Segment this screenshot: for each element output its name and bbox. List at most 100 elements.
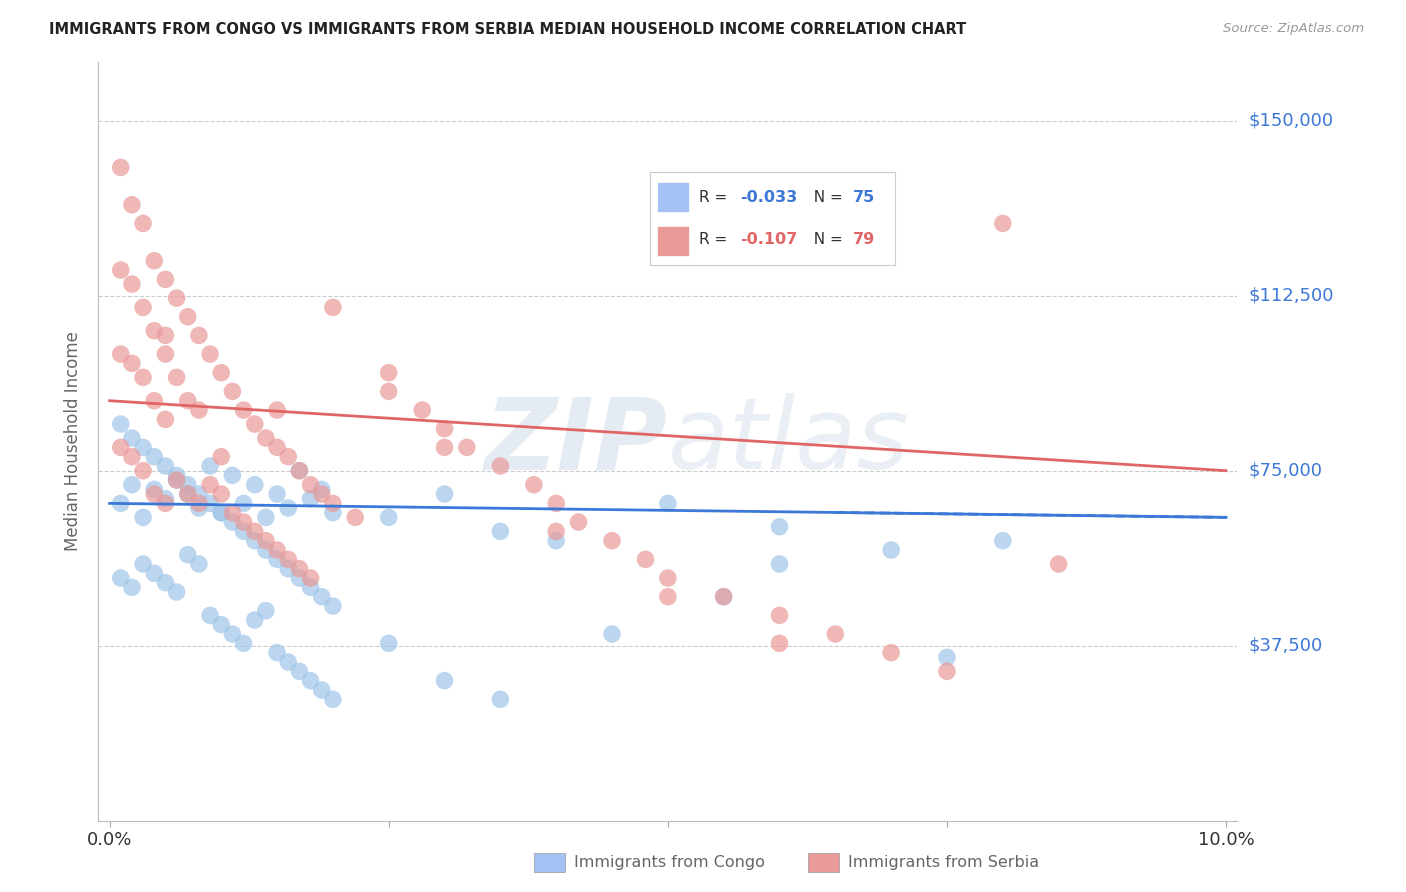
Point bbox=[132, 441, 155, 455]
Text: ZIP: ZIP bbox=[485, 393, 668, 490]
Point bbox=[187, 501, 209, 516]
Text: -0.107: -0.107 bbox=[741, 233, 797, 247]
Point bbox=[377, 636, 399, 650]
Point bbox=[311, 483, 333, 497]
Text: 75: 75 bbox=[853, 190, 876, 205]
Point bbox=[110, 347, 132, 361]
Point bbox=[311, 683, 333, 698]
FancyBboxPatch shape bbox=[657, 226, 689, 256]
Point bbox=[936, 650, 959, 665]
Point bbox=[489, 692, 512, 706]
Point bbox=[232, 403, 254, 417]
Point bbox=[713, 590, 735, 604]
Point bbox=[177, 393, 200, 408]
Point bbox=[177, 548, 200, 562]
Point bbox=[288, 562, 311, 576]
Point bbox=[254, 604, 277, 618]
Point bbox=[209, 506, 232, 520]
Point bbox=[288, 464, 311, 478]
Point bbox=[177, 477, 200, 491]
Text: $37,500: $37,500 bbox=[1249, 637, 1323, 655]
Y-axis label: Median Household Income: Median Household Income bbox=[65, 332, 83, 551]
Point bbox=[377, 510, 399, 524]
Point bbox=[433, 441, 456, 455]
Point bbox=[198, 458, 221, 473]
Point bbox=[311, 590, 333, 604]
Point bbox=[121, 198, 143, 212]
Point bbox=[143, 393, 166, 408]
Point bbox=[411, 403, 433, 417]
Point bbox=[254, 533, 277, 548]
Point bbox=[110, 441, 132, 455]
Point bbox=[243, 477, 266, 491]
Point bbox=[155, 491, 177, 506]
Point bbox=[209, 506, 232, 520]
Point bbox=[198, 477, 221, 491]
Point bbox=[377, 366, 399, 380]
Point bbox=[299, 673, 322, 688]
Point bbox=[187, 403, 209, 417]
Point bbox=[110, 161, 132, 175]
Point bbox=[243, 533, 266, 548]
Point bbox=[166, 473, 188, 487]
Text: atlas: atlas bbox=[668, 393, 910, 490]
Point bbox=[132, 510, 155, 524]
Point bbox=[768, 519, 790, 533]
Point bbox=[299, 580, 322, 594]
Point bbox=[322, 301, 344, 315]
Point bbox=[713, 590, 735, 604]
Point bbox=[121, 450, 143, 464]
Point bbox=[243, 524, 266, 539]
Point bbox=[254, 510, 277, 524]
Point bbox=[221, 384, 243, 399]
Text: R =: R = bbox=[699, 233, 733, 247]
Point bbox=[600, 627, 623, 641]
FancyBboxPatch shape bbox=[657, 183, 689, 212]
Point bbox=[198, 496, 221, 510]
Point bbox=[232, 636, 254, 650]
Point bbox=[187, 496, 209, 510]
Point bbox=[132, 301, 155, 315]
Point bbox=[880, 646, 903, 660]
Point bbox=[121, 356, 143, 370]
Point bbox=[657, 590, 679, 604]
Text: 79: 79 bbox=[853, 233, 876, 247]
Point bbox=[143, 487, 166, 501]
Point bbox=[121, 477, 143, 491]
Point bbox=[143, 483, 166, 497]
Point bbox=[232, 515, 254, 529]
Point bbox=[221, 515, 243, 529]
Point bbox=[209, 487, 232, 501]
Point bbox=[546, 533, 568, 548]
Point bbox=[523, 477, 546, 491]
Point bbox=[155, 412, 177, 426]
Point bbox=[110, 496, 132, 510]
Point bbox=[991, 216, 1014, 230]
Point bbox=[634, 552, 657, 566]
Point bbox=[254, 431, 277, 445]
Point bbox=[344, 510, 367, 524]
Point bbox=[322, 692, 344, 706]
Point bbox=[232, 496, 254, 510]
Text: Immigrants from Congo: Immigrants from Congo bbox=[574, 855, 765, 870]
Point bbox=[110, 417, 132, 431]
Point bbox=[166, 473, 188, 487]
Point bbox=[254, 543, 277, 558]
Point bbox=[277, 562, 299, 576]
Point bbox=[824, 627, 846, 641]
Point bbox=[209, 450, 232, 464]
Text: $150,000: $150,000 bbox=[1249, 112, 1333, 129]
Point bbox=[121, 431, 143, 445]
Point bbox=[177, 487, 200, 501]
Point bbox=[277, 501, 299, 516]
Point bbox=[132, 216, 155, 230]
Point bbox=[221, 468, 243, 483]
Point bbox=[221, 506, 243, 520]
Point bbox=[311, 487, 333, 501]
Point bbox=[187, 487, 209, 501]
Point bbox=[266, 441, 288, 455]
Point bbox=[266, 646, 288, 660]
Point bbox=[322, 599, 344, 613]
Point bbox=[266, 403, 288, 417]
Point bbox=[143, 324, 166, 338]
